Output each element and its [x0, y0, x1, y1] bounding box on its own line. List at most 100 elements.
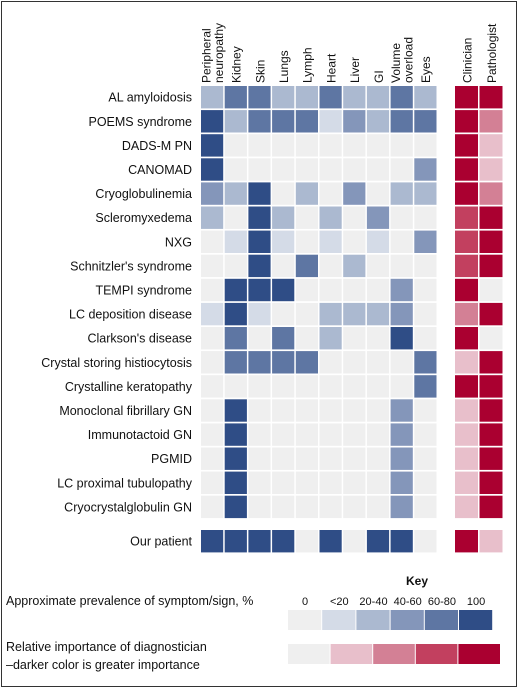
prevalence-key-swatches — [288, 610, 493, 630]
cell-r16-9 — [414, 471, 437, 494]
cell-r3-6 — [343, 158, 366, 181]
column-label-peripheral-neuropathy-line-2: neuropathy — [212, 23, 226, 83]
cell-r0-0 — [201, 86, 224, 109]
cell-r16-8 — [390, 471, 413, 494]
cell-r16-7 — [366, 471, 390, 494]
cell-patient-0 — [201, 530, 224, 553]
cell-r2-0 — [201, 134, 224, 157]
column-label-heart: Heart — [324, 53, 338, 83]
column-label-clinician: Clinician — [460, 38, 474, 83]
row-label-r15: PGMID — [151, 452, 192, 466]
cell-r7-7 — [366, 254, 390, 278]
cell-r10-8 — [390, 327, 413, 350]
cell-r15-2 — [248, 447, 271, 470]
cell-r17-5 — [319, 495, 342, 519]
column-label-kidney-line-1: Kidney — [230, 46, 244, 83]
prevalence-tick-3: 40-60 — [394, 596, 422, 608]
row-label-r4: Cryoglobulinemia — [95, 187, 192, 201]
cell-r8-2 — [248, 278, 271, 302]
key-title: Key — [406, 574, 428, 588]
cell-r13-8 — [390, 399, 413, 422]
importance-cell-r1-0 — [455, 110, 478, 133]
column-label-lungs: Lungs — [277, 50, 291, 83]
cell-r7-5 — [319, 254, 342, 278]
cell-r10-7 — [366, 327, 390, 350]
importance-cell-r10-1 — [479, 327, 503, 350]
column-label-lungs-line-1: Lungs — [277, 50, 291, 83]
cell-r11-8 — [390, 351, 413, 374]
cell-r5-0 — [201, 206, 224, 229]
importance-cell-r12-1 — [479, 375, 503, 398]
row-label-r17: Cryocrystalglobulin GN — [64, 500, 192, 514]
column-label-peripheral-neuropathy-line-1: Peripheral — [200, 28, 214, 83]
cell-r8-1 — [224, 278, 247, 302]
row-label-r12: Crystalline keratopathy — [65, 380, 193, 394]
cell-r5-4 — [295, 206, 318, 229]
importance-cell-r11-0 — [455, 351, 478, 374]
cell-r10-4 — [295, 327, 318, 350]
cell-r7-9 — [414, 254, 437, 278]
cell-r11-0 — [201, 351, 224, 374]
cell-r11-1 — [224, 351, 247, 374]
cell-r8-0 — [201, 278, 224, 302]
importance-cell-r4-0 — [455, 182, 478, 205]
importance-cell-r10-0 — [455, 327, 478, 350]
cell-r10-5 — [319, 327, 342, 350]
cell-r7-3 — [272, 254, 295, 278]
cell-r11-4 — [295, 351, 318, 374]
cell-r6-2 — [248, 230, 271, 253]
cell-r7-8 — [390, 254, 413, 278]
cell-r13-1 — [224, 399, 247, 422]
cell-r6-8 — [390, 230, 413, 253]
cell-r10-6 — [343, 327, 366, 350]
cell-r12-7 — [366, 375, 390, 398]
cell-r5-2 — [248, 206, 271, 229]
cell-r8-7 — [366, 278, 390, 302]
cell-r13-6 — [343, 399, 366, 422]
row-labels: AL amyloidosis POEMS syndrome DADS-M PN CAN… — [41, 91, 192, 515]
column-label-eyes-line-1: Eyes — [419, 56, 433, 83]
importance-cell-r15-0 — [455, 447, 478, 470]
cell-r16-4 — [295, 471, 318, 494]
cell-r0-1 — [224, 86, 247, 109]
cell-r3-8 — [390, 158, 413, 181]
importance-key-swatches — [288, 644, 500, 664]
row-label-r16: LC proximal tubulopathy — [57, 476, 193, 490]
cell-r0-8 — [390, 86, 413, 109]
patient-row: Our patient — [130, 530, 503, 553]
cell-r11-6 — [343, 351, 366, 374]
row-label-r5: Scleromyxedema — [95, 211, 192, 225]
cell-r1-2 — [248, 110, 271, 133]
cell-r1-3 — [272, 110, 295, 133]
cell-r2-2 — [248, 134, 271, 157]
cell-r15-0 — [201, 447, 224, 470]
cell-r11-3 — [272, 351, 295, 374]
cell-r0-9 — [414, 86, 437, 109]
importance-cell-r4-1 — [479, 182, 503, 205]
cell-r10-2 — [248, 327, 271, 350]
cell-r5-9 — [414, 206, 437, 229]
cell-r0-5 — [319, 86, 342, 109]
cell-r9-7 — [366, 302, 390, 326]
cell-r0-7 — [366, 86, 390, 109]
cell-r3-3 — [272, 158, 295, 181]
cell-r8-4 — [295, 278, 318, 302]
cell-r9-4 — [295, 302, 318, 326]
prevalence-tick-4: 60-80 — [428, 596, 456, 608]
cell-r15-3 — [272, 447, 295, 470]
cell-r13-9 — [414, 399, 437, 422]
cell-r16-2 — [248, 471, 271, 494]
importance-swatch-0 — [288, 644, 330, 664]
importance-cell-r5-1 — [479, 206, 503, 229]
cell-r1-6 — [343, 110, 366, 133]
cell-r11-7 — [366, 351, 390, 374]
cell-r14-4 — [295, 423, 318, 446]
importance-swatch-2 — [373, 644, 415, 664]
importance-cell-r15-1 — [479, 447, 503, 470]
cell-r1-8 — [390, 110, 413, 133]
cell-r12-2 — [248, 375, 271, 398]
cell-patient-4 — [295, 530, 318, 553]
